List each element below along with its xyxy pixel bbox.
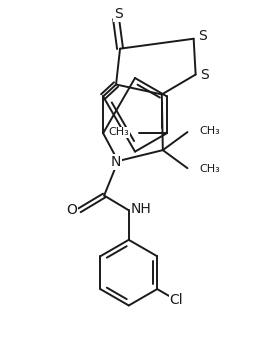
Text: O: O [66,203,77,217]
Text: S: S [200,67,209,82]
Text: CH₃: CH₃ [199,164,220,174]
Text: Cl: Cl [170,293,183,307]
Text: NH: NH [130,202,151,216]
Text: N: N [111,155,121,169]
Text: S: S [198,29,207,43]
Text: S: S [114,7,123,21]
Text: CH₃: CH₃ [108,127,129,137]
Text: CH₃: CH₃ [199,126,220,136]
